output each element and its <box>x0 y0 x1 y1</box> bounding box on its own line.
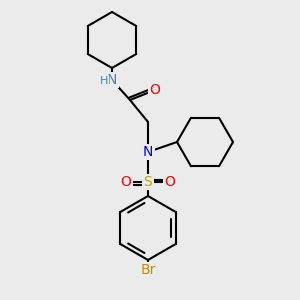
Text: N: N <box>107 73 117 87</box>
Text: Br: Br <box>140 263 156 277</box>
Text: O: O <box>165 175 176 189</box>
Text: N: N <box>143 145 153 159</box>
Text: O: O <box>150 83 160 97</box>
Text: S: S <box>144 175 152 189</box>
Text: O: O <box>121 175 131 189</box>
Text: H: H <box>100 76 108 86</box>
